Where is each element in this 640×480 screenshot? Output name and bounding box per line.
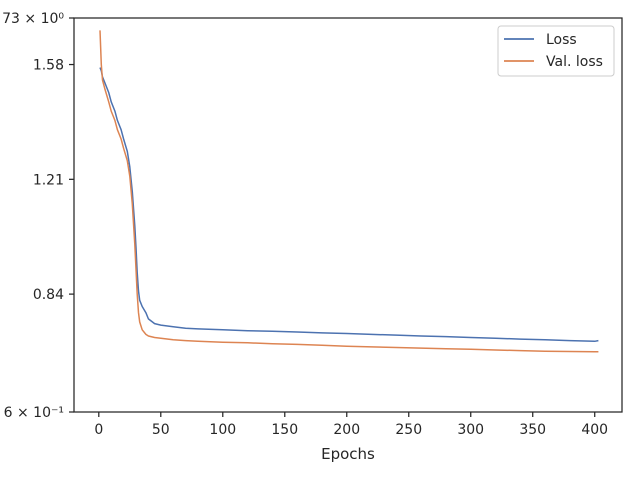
y-tick-label: 0.84 [33,287,64,303]
y-tick-label: 73 × 10⁰ [2,11,64,27]
x-axis-title: Epochs [321,445,375,463]
x-tick-label: 250 [395,422,422,438]
x-axis-ticks: 0 50 100 150 200 250 300 350 400 [94,412,608,438]
legend: Loss Val. loss [497,25,615,77]
x-tick-label: 50 [152,422,170,438]
x-tick-label: 100 [209,422,236,438]
y-tick-label: 6 × 10⁻¹ [4,405,64,421]
x-tick-label: 150 [271,422,298,438]
series-line-val-loss [99,30,599,353]
legend-label-loss: Loss [546,32,577,48]
x-tick-label: 400 [581,422,608,438]
y-tick-label: 1.58 [33,58,64,74]
y-tick-label: 1.21 [33,172,64,188]
x-tick-label: 0 [94,422,103,438]
series-lines [99,30,599,353]
x-tick-label: 200 [333,422,360,438]
x-tick-label: 350 [519,422,546,438]
x-tick-label: 300 [457,422,484,438]
plot-frame [73,17,623,413]
y-axis-ticks: 6 × 10⁻¹ 0.84 1.21 1.58 73 × 10⁰ [2,11,74,421]
series-line-loss [99,67,599,343]
legend-label-val-loss: Val. loss [546,54,603,70]
